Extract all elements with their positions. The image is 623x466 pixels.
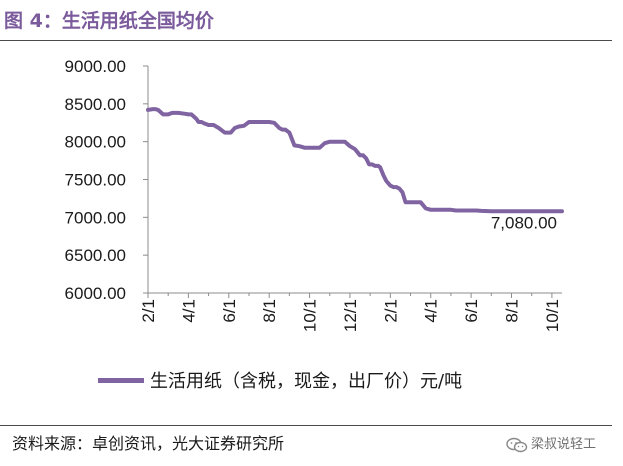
y-tick-label: 8000.00 <box>65 133 126 152</box>
y-axis: 6000.00 6500.00 7000.00 7500.00 8000.00 8500.… <box>65 57 149 303</box>
watermark: 梁叔说轻工 <box>506 434 596 456</box>
x-tick-label: 4/1 <box>179 299 198 323</box>
data-label-layer: 7,080.00 <box>491 213 557 232</box>
y-tick-label: 9000.00 <box>65 57 126 76</box>
x-tick-label: 12/1 <box>341 299 360 332</box>
x-tick-label: 2/1 <box>381 299 400 323</box>
x-tick-label: 8/1 <box>503 299 522 323</box>
y-tick-label: 7500.00 <box>65 171 126 190</box>
figure-title: 图 4：生活用纸全国均价 <box>4 10 214 32</box>
y-tick-label: 8500.00 <box>65 95 126 114</box>
y-tick-label: 6000.00 <box>65 284 126 303</box>
bottom-rule <box>0 425 612 426</box>
y-tick-label: 7000.00 <box>65 208 126 227</box>
x-tick-label: 10/1 <box>543 299 562 332</box>
wechat-icon <box>506 437 528 453</box>
y-tick-label: 6500.00 <box>65 246 126 265</box>
legend-swatch <box>98 377 144 383</box>
x-tick-label: 6/1 <box>220 299 239 323</box>
legend-label: 生活用纸（含税，现金，出厂价）元/吨 <box>150 371 463 392</box>
legend: 生活用纸（含税，现金，出厂价）元/吨 <box>98 368 462 392</box>
line-chart: 6000.00 6500.00 7000.00 7500.00 8000.00 8500.… <box>65 57 564 332</box>
series-line <box>146 107 564 214</box>
watermark-text: 梁叔说轻工 <box>531 437 597 452</box>
data-label-last: 7,080.00 <box>491 213 557 232</box>
top-rule <box>0 40 612 41</box>
source-note: 资料来源：卓创资讯，光大证券研究所 <box>12 434 285 453</box>
x-tick-label: 8/1 <box>260 299 279 323</box>
x-tick-label: 4/1 <box>422 299 441 323</box>
x-axis: 2/1 4/1 6/1 8/1 10/1 12/1 2/1 4/1 6/1 8/1 10/1 <box>139 292 562 332</box>
x-tick-label: 10/1 <box>301 299 320 332</box>
x-tick-label: 2/1 <box>139 299 158 323</box>
x-tick-label: 6/1 <box>462 299 481 323</box>
series-layer <box>146 107 564 214</box>
